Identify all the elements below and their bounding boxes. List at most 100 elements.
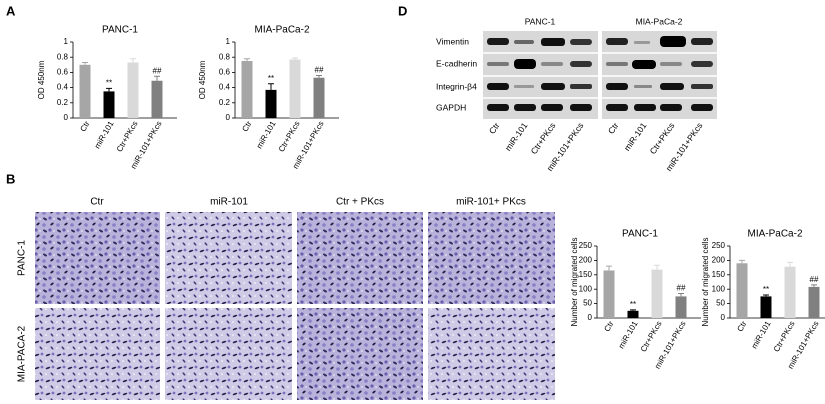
y-tick-label: 150 [579,270,593,279]
y-tick-label: 250 [579,241,593,250]
column-label: Ctr + PKcs [336,197,384,208]
y-tick-label: 0 [721,313,726,322]
panel-letter: D [398,3,407,18]
error-bar [292,57,298,60]
bar [79,64,91,118]
lane-label: Ctr [606,121,621,136]
y-tick-label: 150 [712,270,726,279]
y-axis-label: OD 450nm [37,60,46,99]
micrograph-grid [35,212,555,400]
bar [103,91,115,118]
bar [265,89,277,118]
lane-label: Ctr+PKcs [648,121,677,156]
bar [289,59,301,118]
bar [784,266,796,318]
row-label: PANC-1 [17,240,28,276]
panel-letter: B [6,171,15,186]
error-bar [316,74,322,78]
y-tick-label: 200 [579,256,593,265]
bar [603,270,615,318]
panel-letter: A [6,3,16,18]
lane-label: Ctr+PKcs [529,121,558,156]
y-tick-label: 50 [716,299,725,308]
x-tick-label: Ctr+PKcs [115,120,140,154]
bar [627,310,639,318]
chart-title: PANC-1 [102,25,138,36]
bar [127,62,139,118]
significance-label: ** [630,300,636,309]
x-tick-label: miR-101 [93,119,116,150]
x-tick-label: miR-101 [617,319,640,350]
error-bar [739,259,745,264]
error-bar [130,58,136,63]
column-label: miR-101+ PKcs [456,197,526,208]
y-tick-label: 250 [712,241,726,250]
row-label: MIA-PACA-2 [17,325,28,382]
x-tick-label: Ctr [602,319,615,333]
error-bar [154,75,160,81]
error-bar [654,264,660,270]
x-tick-label: Ctr [735,319,748,333]
error-bar [82,62,88,65]
x-tick-label: miR-101 [750,319,773,350]
significance-label: ** [106,78,112,87]
y-tick-label: 0.4 [57,83,69,92]
blot-image [483,31,717,119]
error-bar [811,284,817,287]
x-tick-label: miR-101 [255,119,278,150]
significance-label: ## [153,66,162,75]
bar [151,80,163,118]
bar [651,269,663,318]
column-label: Ctr [90,197,104,208]
bar [313,77,325,118]
error-bar [106,87,112,92]
group-label: MIA-PaCa-2 [636,16,683,26]
error-bar [268,83,274,90]
error-bar [630,309,636,311]
protein-label: Vimentin [436,36,469,46]
protein-label: E-cadherin [436,58,477,68]
lane-label: miR-101 [622,120,649,152]
y-axis-label: Number of migrated cells [701,238,710,327]
bar [760,296,772,318]
chart-title: MIA-PaCa-2 [747,229,802,240]
column-label: miR-101 [210,197,248,208]
y-tick-label: 0.2 [57,98,69,107]
error-bar [244,58,250,61]
y-tick-label: 0 [226,113,231,122]
error-bar [606,265,612,271]
y-tick-label: 0 [64,113,69,122]
y-tick-label: 100 [712,284,726,293]
chart-title: MIA-PaCa-2 [254,25,309,36]
protein-label: GAPDH [436,102,466,112]
y-tick-label: 0 [588,313,593,322]
x-tick-label: Ctr [78,119,91,133]
y-tick-label: 0.8 [219,52,231,61]
x-tick-label: Ctr+PKcs [639,320,664,354]
group-label: PANC-1 [525,16,556,26]
bar [808,286,820,318]
y-tick-label: 0.6 [57,68,69,77]
significance-label: ## [315,66,324,75]
y-tick-label: 1 [64,37,69,46]
y-axis-label: Number of migrated cells [570,238,579,327]
y-tick-label: 0.6 [219,68,231,77]
y-axis-label: OD 450nm [198,60,207,99]
chart-title: PANC-1 [622,229,658,240]
bar [241,61,253,118]
error-bar [763,294,769,297]
significance-label: ## [810,275,819,284]
x-tick-label: Ctr [240,119,253,133]
y-tick-label: 0.8 [57,52,69,61]
y-tick-label: 50 [583,299,592,308]
y-tick-label: 1 [226,37,231,46]
lane-label: miR-101 [503,120,530,152]
error-bar [678,293,684,297]
y-tick-label: 100 [579,284,593,293]
x-tick-label: Ctr+PKcs [772,320,797,354]
bar [736,263,748,318]
bar [675,296,687,318]
significance-label: ## [677,284,686,293]
protein-label: Integrin-β4 [436,81,477,91]
